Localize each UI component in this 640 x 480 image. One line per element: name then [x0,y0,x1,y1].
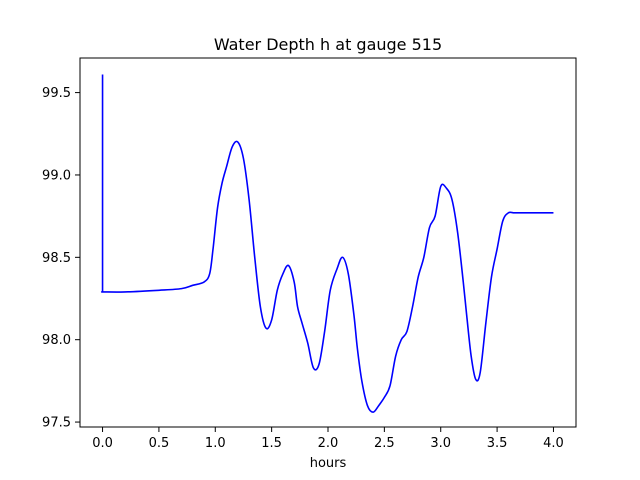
x-tick-label: 1.0 [205,436,226,451]
x-axis-label: hours [310,456,347,471]
x-tick-label: 0.5 [149,436,170,451]
x-tick-label: 4.0 [543,436,564,451]
y-tick-label: 98.5 [42,251,71,266]
y-tick-label: 99.0 [42,168,71,183]
x-tick-label: 0.0 [92,436,113,451]
x-tick-label: 2.0 [318,436,339,451]
x-tick-label: 3.0 [430,436,451,451]
y-axis-ticks: 97.5 98.0 98.5 99.0 99.5 [42,86,80,431]
x-tick-label: 2.5 [374,436,395,451]
y-tick-label: 97.5 [42,416,71,431]
x-tick-label: 3.5 [487,436,508,451]
chart-title: Water Depth h at gauge 515 [214,35,442,54]
x-axis-ticks: 0.0 0.5 1.0 1.5 2.0 2.5 3.0 3.5 4.0 [92,427,564,451]
y-tick-label: 98.0 [42,333,71,348]
y-tick-label: 99.5 [42,86,71,101]
series-line [100,74,554,413]
x-tick-label: 1.5 [261,436,282,451]
plot-layer [100,74,554,413]
